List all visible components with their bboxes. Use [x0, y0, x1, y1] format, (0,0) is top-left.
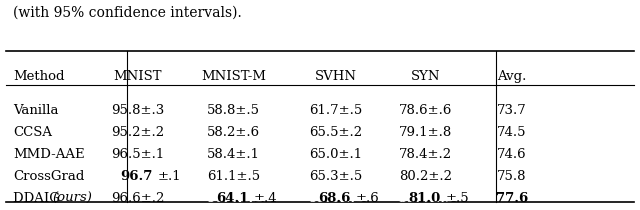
Text: 68.6: 68.6 [319, 192, 351, 205]
Text: 64.1±.4: 64.1±.4 [205, 192, 262, 205]
Text: MMD-AAE: MMD-AAE [13, 148, 84, 161]
Text: 58.2±.6: 58.2±.6 [207, 126, 260, 139]
Text: ±.5: ±.5 [445, 192, 469, 205]
Text: CCSA: CCSA [13, 126, 52, 139]
Text: 74.5: 74.5 [497, 126, 527, 139]
Text: 95.2±.2: 95.2±.2 [111, 126, 164, 139]
Text: 58.8±.5: 58.8±.5 [207, 104, 260, 117]
Text: MNIST: MNIST [113, 70, 162, 83]
Text: 96.7±.1: 96.7±.1 [109, 170, 166, 183]
Text: 81.0: 81.0 [408, 192, 440, 205]
Text: (with 95% confidence intervals).: (with 95% confidence intervals). [13, 6, 241, 20]
Text: 96.7: 96.7 [120, 170, 152, 183]
Text: MNIST-M: MNIST-M [201, 70, 266, 83]
Text: Method: Method [13, 70, 64, 83]
Text: 75.8: 75.8 [497, 170, 527, 183]
Text: 77.6: 77.6 [496, 192, 528, 205]
Text: 96.5±.1: 96.5±.1 [111, 148, 164, 161]
Text: Vanilla: Vanilla [13, 104, 58, 117]
Text: DDAIG: DDAIG [13, 192, 62, 205]
Text: 58.4±.1: 58.4±.1 [207, 148, 260, 161]
Text: 79.1±.8: 79.1±.8 [399, 126, 452, 139]
Text: 65.5±.2: 65.5±.2 [309, 126, 363, 139]
Text: Avg.: Avg. [497, 70, 527, 83]
Text: 78.4±.2: 78.4±.2 [399, 148, 452, 161]
Text: 73.7: 73.7 [497, 104, 527, 117]
Text: 64.1: 64.1 [216, 192, 248, 205]
Text: 65.0±.1: 65.0±.1 [309, 148, 363, 161]
Text: 61.1±.5: 61.1±.5 [207, 170, 260, 183]
Text: 95.8±.3: 95.8±.3 [111, 104, 164, 117]
Text: ±.6: ±.6 [356, 192, 380, 205]
Text: (ours): (ours) [52, 192, 92, 205]
Text: 81.0±.5: 81.0±.5 [397, 192, 454, 205]
Text: ±.4: ±.4 [253, 192, 277, 205]
Text: 68.6±.6: 68.6±.6 [307, 192, 365, 205]
Text: 61.7±.5: 61.7±.5 [309, 104, 363, 117]
Text: SVHN: SVHN [315, 70, 357, 83]
Text: 78.6±.6: 78.6±.6 [399, 104, 452, 117]
Text: 96.6±.2: 96.6±.2 [111, 192, 164, 205]
Text: 80.2±.2: 80.2±.2 [399, 170, 452, 183]
Text: SYN: SYN [411, 70, 440, 83]
Text: 74.6: 74.6 [497, 148, 527, 161]
Text: CrossGrad: CrossGrad [13, 170, 84, 183]
Text: 65.3±.5: 65.3±.5 [309, 170, 363, 183]
Text: ±.1: ±.1 [157, 170, 181, 183]
